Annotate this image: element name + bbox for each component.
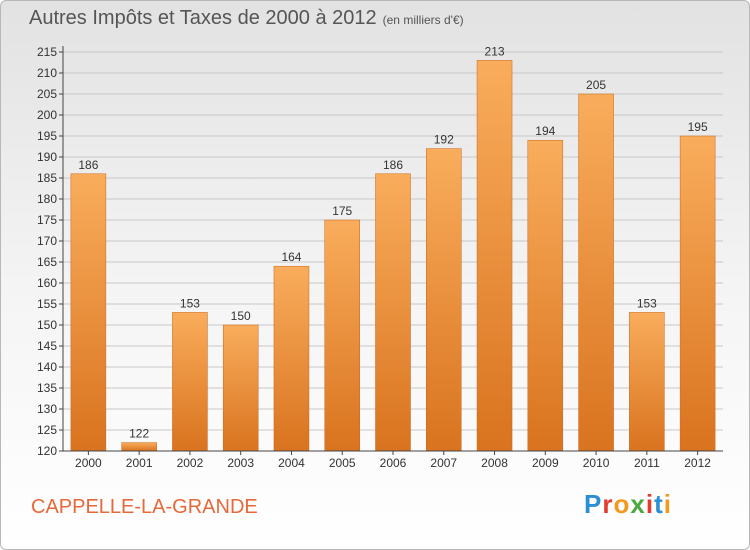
y-tick-label: 145 [37,339,57,353]
logo-letter: t [654,489,664,519]
y-tick-label: 125 [37,423,57,437]
data-label-2007: 192 [434,133,454,147]
y-tick-label: 160 [37,276,57,290]
data-label-2003: 150 [231,309,251,323]
y-tick-label: 200 [37,108,57,122]
bar-2002 [172,312,208,452]
chart-title-main: Autres Impôts et Taxes de 2000 à 2012 [29,7,377,29]
x-tick-label-2002: 2002 [177,456,204,470]
x-tick-label-2012: 2012 [684,456,711,470]
y-tick-label: 120 [37,444,57,458]
data-label-2004: 164 [281,250,301,264]
labels: 120 125 130 135 140 145 150 155 160 165 170 175 180 1… [37,44,711,470]
bar-2000 [70,173,107,452]
bar-2010 [578,93,614,452]
data-label-2008: 213 [485,44,505,58]
chart-title-unit: (en milliers d'€) [382,13,464,27]
bar-2001 [121,442,157,452]
bar-2004 [273,265,310,452]
y-tick-label: 170 [37,234,57,248]
bar-2006 [375,173,411,452]
logo-letter: i [645,489,655,519]
y-tick-label: 215 [37,45,57,59]
axes [59,46,723,455]
logo-letter: P [584,489,603,519]
data-label-2000: 186 [78,158,98,172]
logo-letter: x [630,489,646,519]
x-tick-label-2011: 2011 [634,456,660,470]
bars [70,60,716,452]
y-tick-label: 155 [37,297,57,311]
commune-name: CAPPELLE-LA-GRANDE [31,496,258,518]
x-tick-label-2003: 2003 [227,456,254,470]
logo-letter: o [613,489,631,519]
bar-2012 [679,135,716,452]
y-tick-label: 190 [37,150,57,164]
y-tick-label: 180 [37,192,57,206]
y-tick-label: 185 [37,171,57,185]
x-tick-label-2001: 2001 [126,456,153,470]
data-label-2005: 175 [332,204,352,218]
y-tick-label: 205 [37,87,57,101]
y-tick-label: 175 [37,213,57,227]
x-tick-label-2004: 2004 [278,456,305,470]
bar-2005 [324,219,360,452]
data-label-2001: 122 [129,427,149,441]
y-tick-label: 130 [37,402,57,416]
data-label-2009: 194 [535,124,555,138]
x-tick-label-2009: 2009 [532,456,559,470]
y-tick-label: 150 [37,318,57,332]
data-label-2002: 153 [180,296,200,310]
proxiti-logo: Proxiti [584,489,672,520]
data-label-2012: 195 [688,120,708,134]
y-tick-label: 140 [37,360,57,374]
chart-title: Autres Impôts et Taxes de 2000 à 2012 (en… [29,7,464,30]
x-tick-label-2005: 2005 [329,456,356,470]
bar-2011 [629,312,665,452]
y-tick-label: 165 [37,255,57,269]
logo-letter: r [602,489,614,519]
x-tick-label-2008: 2008 [481,456,508,470]
data-label-2006: 186 [383,158,403,172]
bar-2009 [527,139,564,452]
x-tick-label-2007: 2007 [430,456,457,470]
y-tick-label: 210 [37,66,57,80]
data-label-2011: 153 [637,296,657,310]
data-label-2010: 205 [586,78,606,92]
x-tick-label-2010: 2010 [583,456,610,470]
bar-2003 [222,324,259,452]
y-tick-label: 135 [37,381,57,395]
logo-letter: i [663,489,672,519]
x-tick-label-2006: 2006 [380,456,407,470]
y-tick-label: 195 [37,129,57,143]
x-tick-label-2000: 2000 [75,456,102,470]
bar-2008 [476,60,513,452]
bar-2007 [426,148,462,452]
